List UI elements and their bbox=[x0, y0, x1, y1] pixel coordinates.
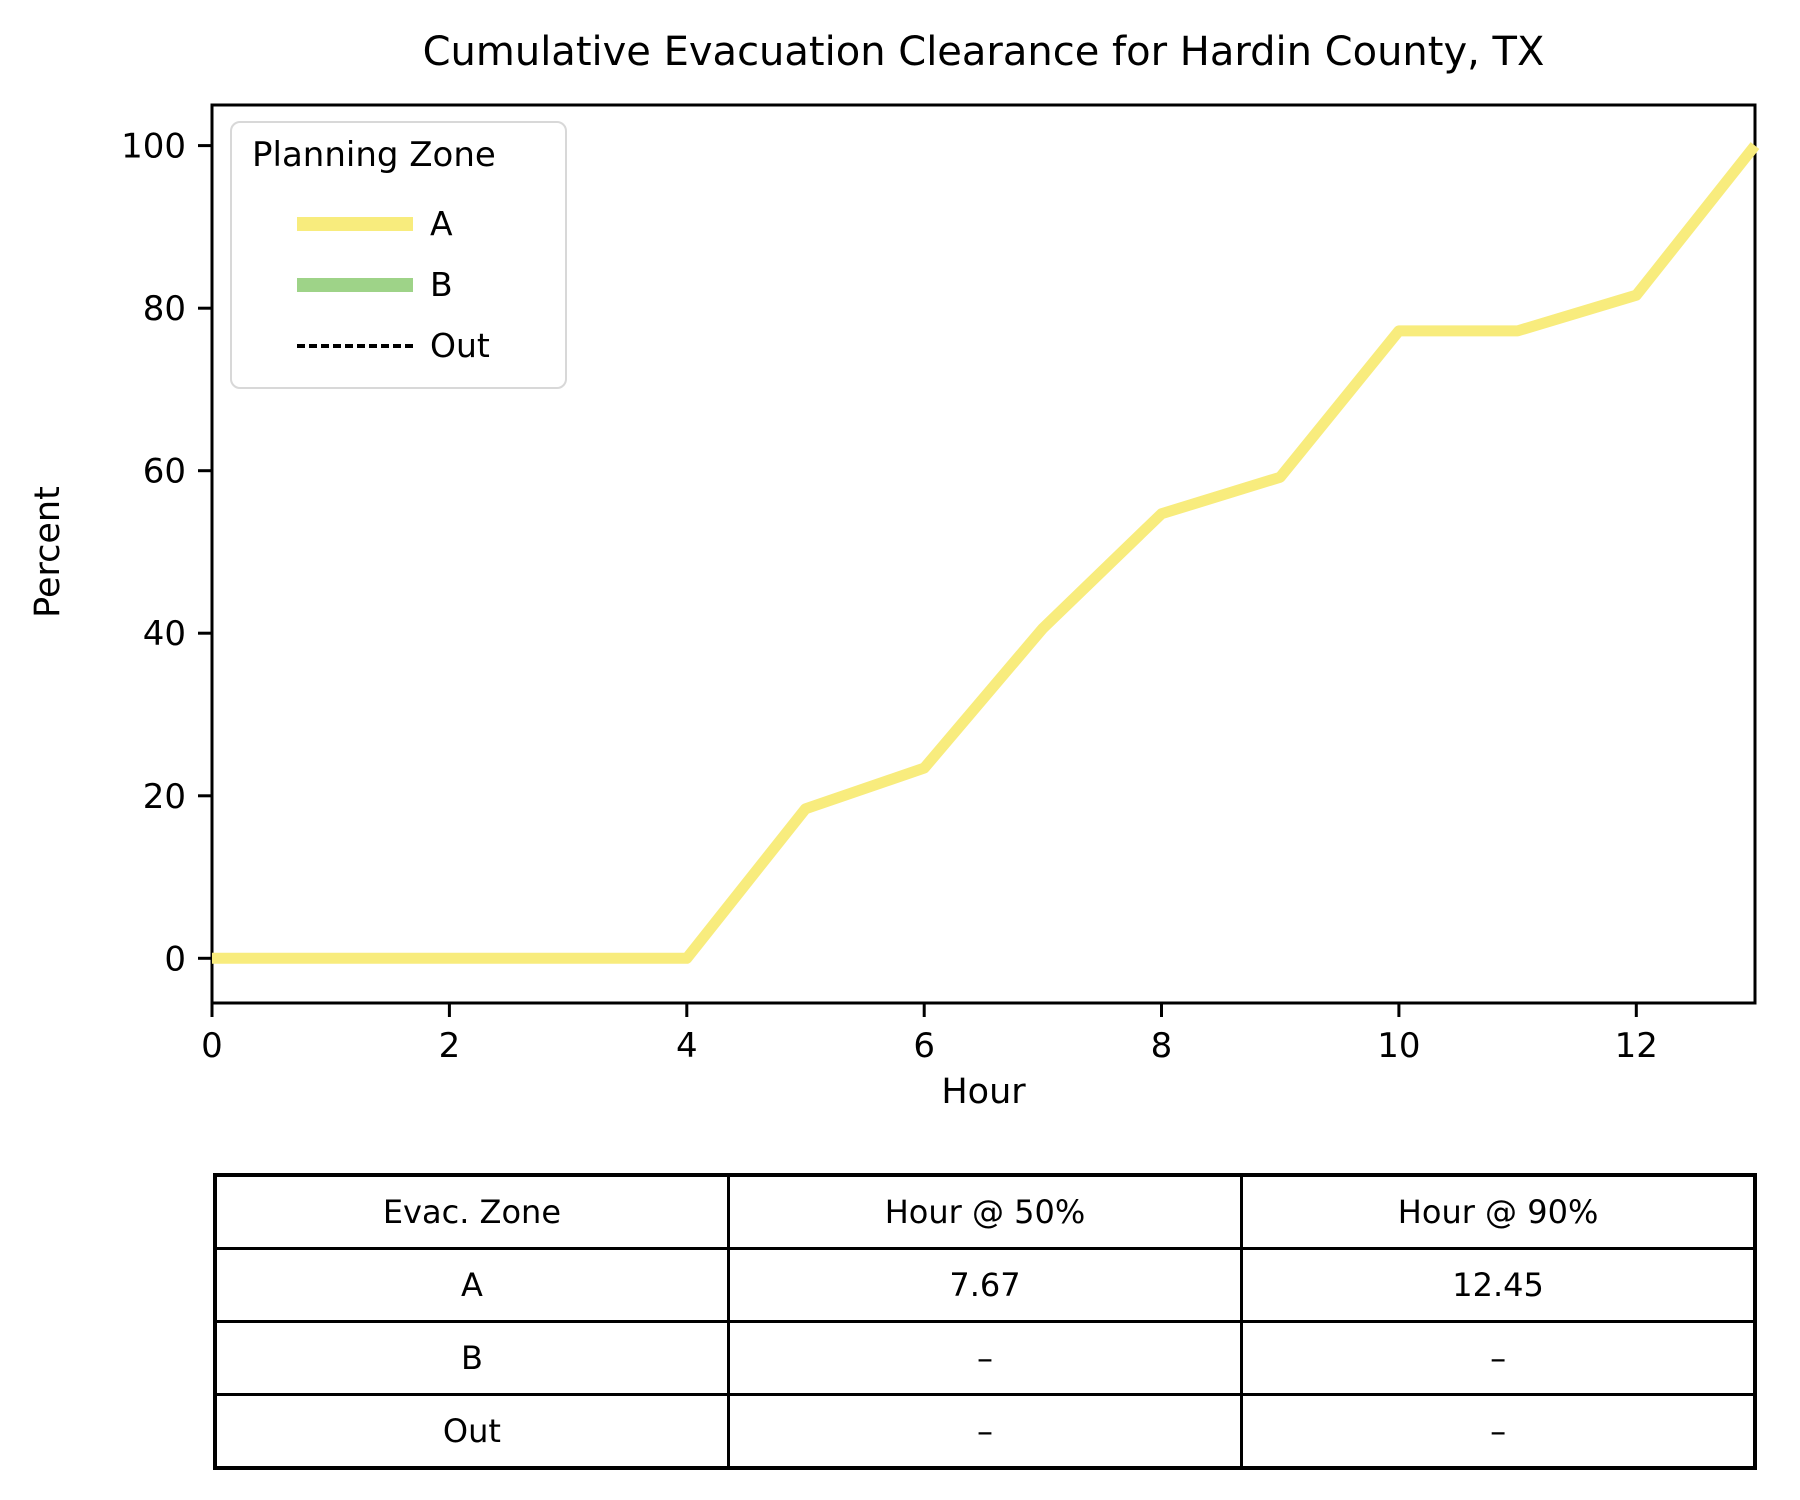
table-row-out: Out – – bbox=[213, 1393, 1757, 1470]
table-cell-a-50: 7.67 bbox=[726, 1247, 1244, 1323]
y-tick-label: 60 bbox=[143, 452, 186, 492]
plot-border bbox=[210, 103, 1757, 1005]
table-cell-zone-out: Out bbox=[213, 1393, 730, 1470]
table-header-row: Evac. Zone Hour @ 50% Hour @ 90% bbox=[213, 1173, 1757, 1250]
table-cell-out-90: – bbox=[1240, 1393, 1757, 1470]
x-tick-label: 4 bbox=[676, 1026, 698, 1066]
legend-entry-b: B bbox=[252, 254, 565, 315]
table-header-evac-zone: Evac. Zone bbox=[213, 1173, 730, 1250]
legend-label-b: B bbox=[430, 265, 453, 304]
table-header-hour-50: Hour @ 50% bbox=[726, 1173, 1244, 1250]
table-cell-out-50: – bbox=[726, 1393, 1244, 1470]
table-row-a: A 7.67 12.45 bbox=[213, 1247, 1757, 1323]
clearance-line-chart: 0 2 4 6 8 10 12 0 20 40 60 80 100 bbox=[121, 103, 1760, 1066]
legend-entry-a: A bbox=[252, 193, 565, 254]
legend-label-out: Out bbox=[430, 326, 490, 365]
table-row-b: B – – bbox=[213, 1320, 1757, 1396]
x-tick-label: 0 bbox=[201, 1026, 223, 1066]
table-cell-b-90: – bbox=[1240, 1320, 1757, 1396]
legend-entry-out: Out bbox=[252, 315, 565, 376]
x-tick-label: 2 bbox=[439, 1026, 461, 1066]
table-cell-b-50: – bbox=[726, 1320, 1244, 1396]
y-tick-label: 40 bbox=[143, 614, 186, 654]
legend-swatch-a bbox=[297, 216, 413, 231]
table-header-hour-90: Hour @ 90% bbox=[1240, 1173, 1757, 1250]
x-tick-label: 6 bbox=[913, 1026, 935, 1066]
y-tick-label: 100 bbox=[121, 127, 186, 167]
legend-title: Planning Zone bbox=[252, 135, 496, 175]
legend: Planning Zone A B Out bbox=[230, 121, 567, 389]
y-tick-label: 20 bbox=[143, 777, 186, 817]
table-cell-zone-b: B bbox=[213, 1320, 730, 1396]
y-tick-label: 0 bbox=[164, 939, 186, 979]
chart-title: Cumulative Evacuation Clearance for Hard… bbox=[422, 29, 1545, 75]
x-axis-label: Hour bbox=[941, 1072, 1026, 1112]
legend-swatch-b bbox=[297, 277, 413, 292]
table-cell-zone-a: A bbox=[213, 1247, 730, 1323]
x-tick-label: 8 bbox=[1151, 1026, 1173, 1066]
y-axis-label: Percent bbox=[28, 486, 68, 618]
legend-label-a: A bbox=[430, 204, 453, 243]
clearance-summary-table: Evac. Zone Hour @ 50% Hour @ 90% A 7.67 … bbox=[213, 1173, 1757, 1470]
legend-swatch-out-dashed-line-icon bbox=[297, 343, 413, 348]
table-cell-a-90: 12.45 bbox=[1240, 1247, 1757, 1323]
x-tick-label: 10 bbox=[1377, 1026, 1420, 1066]
x-tick-label: 12 bbox=[1615, 1026, 1658, 1066]
y-tick-label: 80 bbox=[143, 289, 186, 329]
series-line-A bbox=[212, 142, 1760, 964]
